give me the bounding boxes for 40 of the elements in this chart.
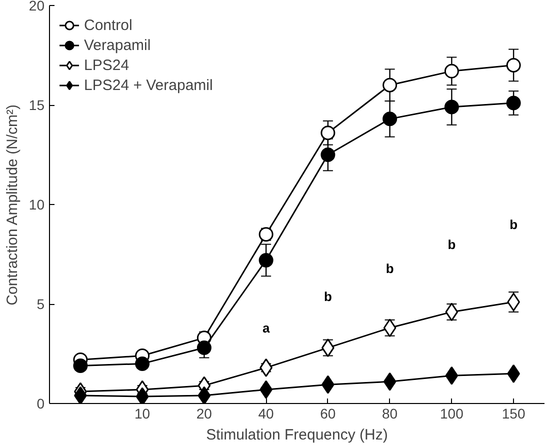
point: [136, 387, 149, 404]
point: [506, 58, 521, 72]
point: [74, 386, 87, 404]
point: [135, 356, 150, 371]
point: [198, 386, 211, 404]
x-tick-label: 100: [440, 406, 464, 422]
annotation: b: [510, 217, 518, 232]
x-tick-label: 60: [320, 406, 336, 422]
y-tick-label: 0: [36, 396, 45, 412]
x-tick-label: 40: [258, 406, 274, 422]
point: [320, 148, 336, 162]
point: [444, 100, 459, 114]
y-tick-label: 15: [28, 97, 45, 113]
x-tick-label: 150: [502, 406, 526, 422]
point: [382, 78, 398, 92]
point: [506, 96, 521, 110]
legend-label: LPS24: [84, 56, 130, 74]
point: [258, 252, 274, 268]
point: [444, 64, 459, 78]
point: [383, 372, 396, 391]
annotation: b: [324, 288, 332, 304]
x-axis-title: Stimulation Frequency (Hz): [206, 426, 388, 444]
annotation: b: [386, 260, 394, 276]
point: [73, 358, 88, 373]
y-tick-label: 10: [28, 196, 45, 212]
y-tick-label: 20: [28, 0, 45, 14]
legend-label: Control: [84, 16, 132, 34]
annotation: b: [448, 237, 456, 252]
annotation: a: [262, 320, 270, 336]
point: [382, 112, 398, 126]
legend-label: LPS24 + Verapamil: [84, 76, 213, 94]
x-tick-label: 80: [382, 406, 398, 422]
y-axis-title: Contraction Amplitude (N/cm²): [4, 104, 21, 306]
y-tick-label: 5: [36, 296, 45, 312]
point: [445, 366, 458, 385]
x-tick-label: 20: [196, 406, 212, 422]
point: [320, 126, 336, 140]
x-tick-label: 10: [134, 406, 150, 422]
point: [196, 340, 212, 356]
legend-label: Verapamil: [84, 36, 151, 54]
